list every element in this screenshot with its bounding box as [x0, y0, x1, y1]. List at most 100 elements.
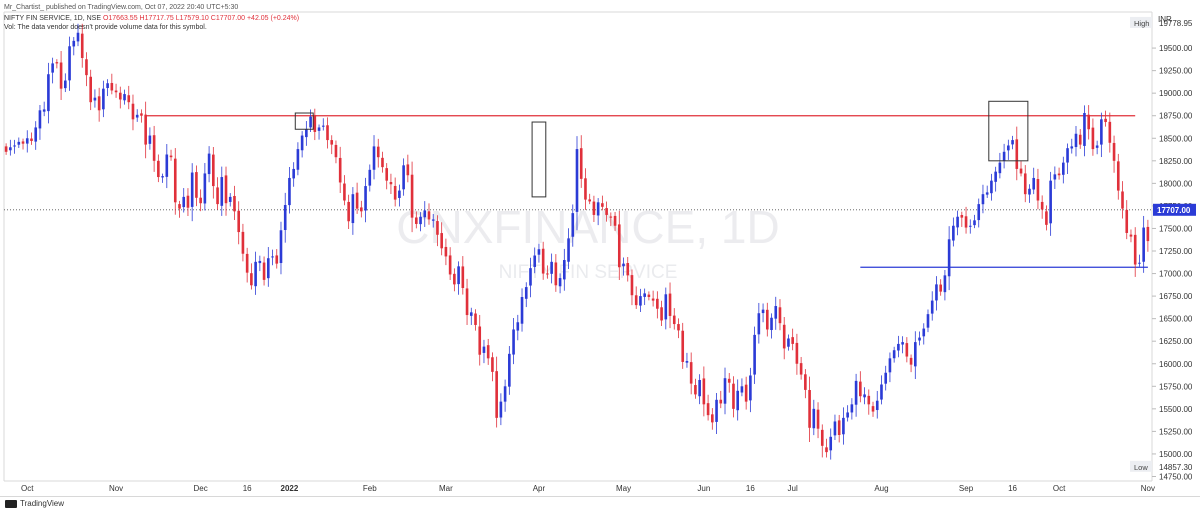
candle-body [486, 345, 490, 359]
candle-body [469, 312, 473, 316]
candle-body [888, 358, 892, 373]
y-tick-label: 18750.00 [1159, 112, 1193, 121]
candle [165, 144, 169, 189]
y-tick-label: 17000.00 [1159, 270, 1193, 279]
annotation-box[interactable] [294, 112, 314, 130]
candle [1142, 215, 1145, 273]
y-tick-label: 19250.00 [1159, 67, 1193, 76]
x-tick-label: Apr [533, 484, 546, 493]
candle-body [723, 378, 727, 404]
candle [558, 273, 562, 294]
time-axis[interactable]: Oct Nov Dec 16 2022 Feb Mar Apr May Jun 16 Jul Aug Se… [21, 484, 1155, 493]
candle [93, 89, 97, 108]
tradingview-logo[interactable]: TradingView [5, 499, 64, 508]
candle-body [161, 176, 164, 178]
candle-body [1023, 173, 1027, 195]
candle-body [867, 395, 871, 405]
x-tick-label: 16 [1008, 484, 1017, 493]
candle [757, 302, 761, 344]
y-tick-label: 16750.00 [1159, 292, 1193, 301]
candle [1045, 205, 1048, 231]
candle-body [372, 146, 376, 170]
candle [1112, 135, 1116, 173]
candle [47, 62, 50, 124]
candle [178, 200, 181, 218]
candle-body [440, 233, 443, 249]
annotation-boxes[interactable] [294, 100, 1029, 198]
candle [503, 379, 507, 412]
candle [110, 73, 114, 95]
candle-body [309, 116, 312, 128]
candle-body [757, 313, 761, 335]
candle-body [778, 307, 782, 324]
candle-body [706, 403, 710, 416]
candle [1019, 161, 1023, 177]
annotation-box[interactable] [531, 121, 547, 198]
candle-body [1108, 121, 1112, 143]
candle-body [643, 293, 646, 297]
candle [960, 211, 964, 227]
candle [677, 318, 680, 339]
candle-body [656, 298, 659, 309]
price-axis[interactable]: 14750.00 15000.00 15250.00 15500.00 15750.00… [1130, 15, 1196, 481]
candle [634, 286, 638, 309]
candle-body [977, 204, 981, 221]
high-value: 19778.95 [1159, 19, 1193, 28]
candle-body [630, 275, 634, 296]
candle-body [668, 293, 672, 316]
candle [1023, 165, 1027, 203]
candle-body [647, 294, 651, 298]
candle-body [410, 174, 414, 218]
price-chart[interactable]: CNXFINANCE, 1D NIFTY FIN SERVICE 14750.0… [0, 0, 1200, 496]
candle-body [17, 141, 21, 145]
annotation-box[interactable] [988, 100, 1029, 162]
candle [816, 402, 820, 439]
candle-body [51, 63, 54, 73]
candle-body [13, 145, 16, 147]
currency-label: INR [1158, 15, 1172, 24]
candle [584, 168, 587, 210]
candle-body [913, 342, 917, 367]
candle-body [271, 256, 274, 258]
candle [613, 212, 617, 231]
symbol-title[interactable]: NIFTY FIN SERVICE, 1D, NSE [4, 15, 101, 22]
candle-body [909, 357, 913, 365]
candle-body [617, 224, 621, 268]
candle [216, 177, 219, 210]
candle-body [601, 203, 604, 207]
candle-body [288, 177, 291, 206]
candle [952, 217, 955, 247]
candle [626, 257, 630, 282]
candle [106, 79, 109, 97]
candle [296, 142, 300, 176]
candle-body [711, 414, 714, 423]
candle [457, 261, 460, 295]
candle-body [85, 59, 88, 76]
candle [144, 101, 147, 159]
candle-body [317, 127, 321, 131]
candle-body [245, 253, 249, 273]
candle [1061, 156, 1065, 184]
candle-body [930, 300, 934, 314]
candle-body [1125, 209, 1129, 233]
candle [859, 371, 862, 403]
candle [440, 222, 443, 256]
candle [351, 187, 355, 235]
candle-body [393, 185, 397, 200]
candle-body [1095, 145, 1099, 148]
x-tick-label: Jul [788, 484, 798, 493]
candle [343, 175, 346, 206]
candle-body [592, 201, 596, 215]
candle [567, 228, 570, 270]
candle-body [89, 76, 93, 103]
candle [1074, 125, 1078, 157]
candle-body [981, 194, 985, 205]
candle [685, 352, 689, 368]
candle [647, 291, 651, 301]
candle-body [567, 238, 570, 262]
candle [592, 195, 596, 222]
y-tick-label: 19500.00 [1159, 44, 1193, 53]
candle-body [212, 154, 215, 187]
candle-body [250, 273, 253, 286]
candle-body [973, 220, 976, 226]
